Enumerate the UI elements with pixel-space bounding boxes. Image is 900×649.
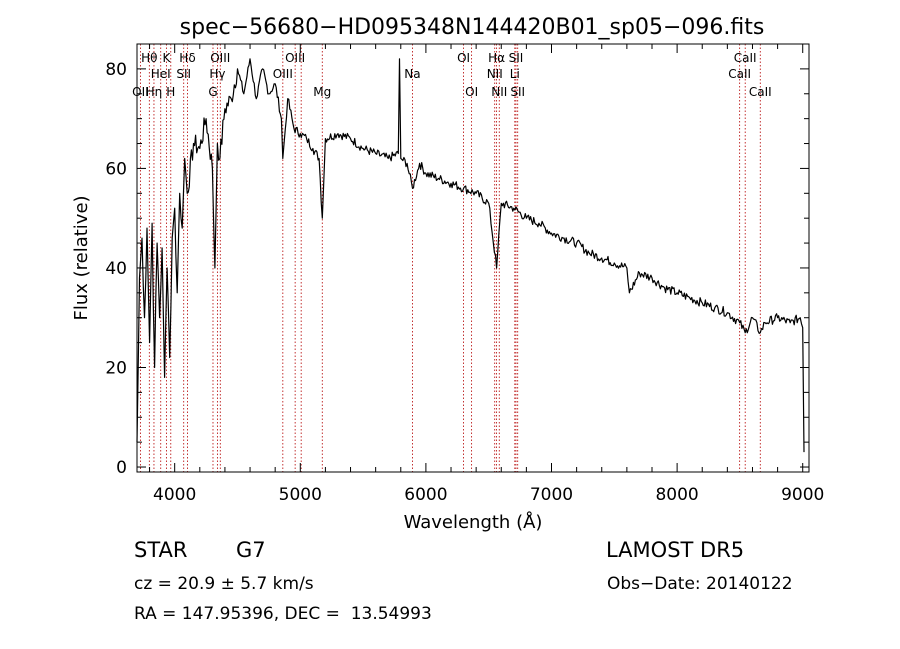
line-label: NII xyxy=(491,85,507,99)
y-axis: 0 20 40 60 80 xyxy=(105,60,809,478)
line-label: OI xyxy=(465,85,478,99)
line-label: Hδ xyxy=(179,51,195,65)
line-label: CaII xyxy=(749,85,772,99)
y-axis-label: Flux (relative) xyxy=(71,195,92,320)
line-label: SII xyxy=(509,51,524,65)
x-tick-label: 4000 xyxy=(153,485,196,505)
spectral-line-markers xyxy=(139,44,761,472)
line-label: H xyxy=(166,85,175,99)
object-class: STAR xyxy=(134,538,188,562)
spectrum-line xyxy=(136,58,805,453)
chart-title: spec−56680−HD095348N144420B01_sp05−096.f… xyxy=(180,15,765,40)
survey-name: LAMOST DR5 xyxy=(606,538,745,562)
line-label: CaII xyxy=(728,67,751,81)
line-label: G xyxy=(208,85,217,99)
y-tick-label: 60 xyxy=(105,159,127,179)
line-label: Li xyxy=(510,67,520,81)
x-axis: 4000 5000 6000 7000 8000 9000 xyxy=(149,44,824,505)
coordinates: RA = 147.95396, DEC = 13.54993 xyxy=(134,604,432,624)
x-tick-label: 7000 xyxy=(530,485,573,505)
x-tick-label: 5000 xyxy=(279,485,322,505)
line-label: OIII xyxy=(285,51,305,65)
x-axis-label: Wavelength (Å) xyxy=(404,511,543,533)
line-label: CaII xyxy=(734,51,757,65)
line-label: OIII xyxy=(210,51,230,65)
line-label: OIII xyxy=(273,67,293,81)
line-label: K xyxy=(162,51,171,65)
y-tick-label: 20 xyxy=(105,358,127,378)
y-tick-label: 0 xyxy=(116,458,127,478)
plot-frame xyxy=(136,43,810,473)
line-label: NII xyxy=(487,67,503,81)
x-tick-label: 6000 xyxy=(404,485,447,505)
line-label: Mg xyxy=(313,85,331,99)
line-label: Hα xyxy=(488,51,505,65)
line-label: Hθ xyxy=(141,51,157,65)
line-label: Hγ xyxy=(209,67,225,81)
x-tick-label: 9000 xyxy=(781,485,824,505)
object-subclass: G7 xyxy=(236,538,266,562)
x-tick-label: 8000 xyxy=(655,485,698,505)
line-label: Hη xyxy=(146,85,163,99)
redshift-velocity: cz = 20.9 ± 5.7 km/s xyxy=(134,574,314,594)
line-label: HeI xyxy=(151,67,171,81)
line-label: OI xyxy=(457,51,470,65)
line-label: OII xyxy=(132,85,149,99)
line-label: Na xyxy=(404,67,420,81)
observation-date: Obs−Date: 20140122 xyxy=(607,574,793,594)
line-label: SII xyxy=(176,67,191,81)
line-label: SII xyxy=(510,85,525,99)
spectral-line-labels: OIIHθHηHeIKHSIIHδGHγOIIIOIIIOIIIMgNaOIOI… xyxy=(132,51,772,99)
y-tick-label: 40 xyxy=(105,259,127,279)
y-tick-label: 80 xyxy=(105,60,127,80)
